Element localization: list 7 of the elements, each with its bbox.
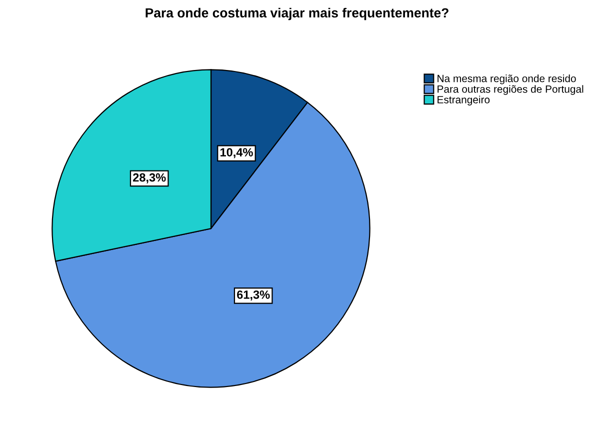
chart-title: Para onde costuma viajar mais frequentemente? xyxy=(146,8,448,20)
data-label: 28,3% xyxy=(133,173,166,184)
legend-label: Para outras regiões de Portugal xyxy=(438,85,584,95)
legend-label: Na mesma região onde resido xyxy=(438,74,576,84)
data-label: 61,3% xyxy=(237,290,270,301)
data-label: 10,4% xyxy=(220,148,253,158)
legend-label: Estrangeiro xyxy=(438,96,490,106)
